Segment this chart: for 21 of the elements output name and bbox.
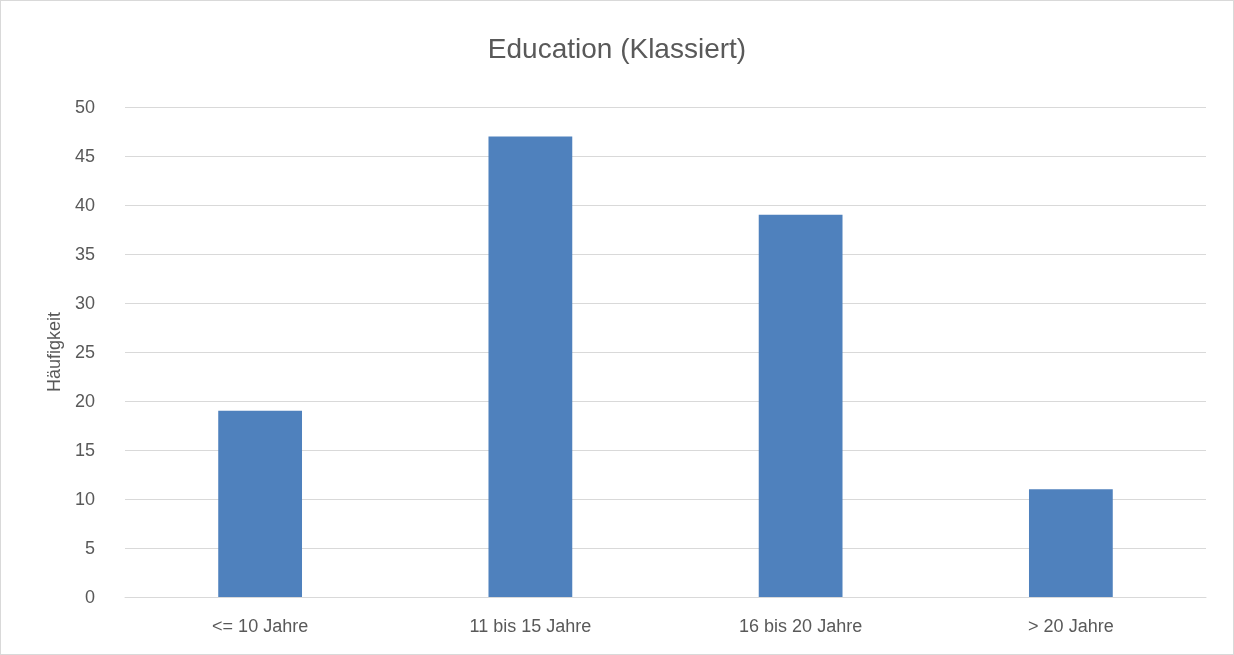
bar — [758, 214, 843, 597]
bar — [1028, 489, 1113, 597]
y-tick-label: 10 — [74, 489, 95, 509]
y-tick-label: 40 — [74, 195, 95, 215]
y-tick-label: 35 — [74, 244, 95, 264]
y-axis-title: Häufigkeit — [44, 311, 64, 393]
bar — [488, 136, 573, 597]
y-tick-label: 25 — [74, 342, 95, 362]
y-tick-label: 20 — [74, 391, 95, 411]
y-tick-label: 15 — [74, 440, 95, 460]
y-tick-label: 50 — [74, 97, 95, 117]
bar — [218, 410, 303, 597]
y-tick-label: 30 — [74, 293, 95, 313]
chart-title: Education (Klassiert) — [487, 32, 747, 64]
y-tick-label: 45 — [74, 146, 95, 166]
y-tick-label: 0 — [84, 587, 95, 607]
x-tick-label: <= 10 Jahre — [212, 616, 309, 636]
x-tick-label: 11 bis 15 Jahre — [469, 616, 592, 636]
x-tick-label: > 20 Jahre — [1028, 616, 1114, 636]
y-tick-label: 5 — [84, 538, 95, 558]
x-tick-label: 16 bis 20 Jahre — [739, 616, 863, 636]
